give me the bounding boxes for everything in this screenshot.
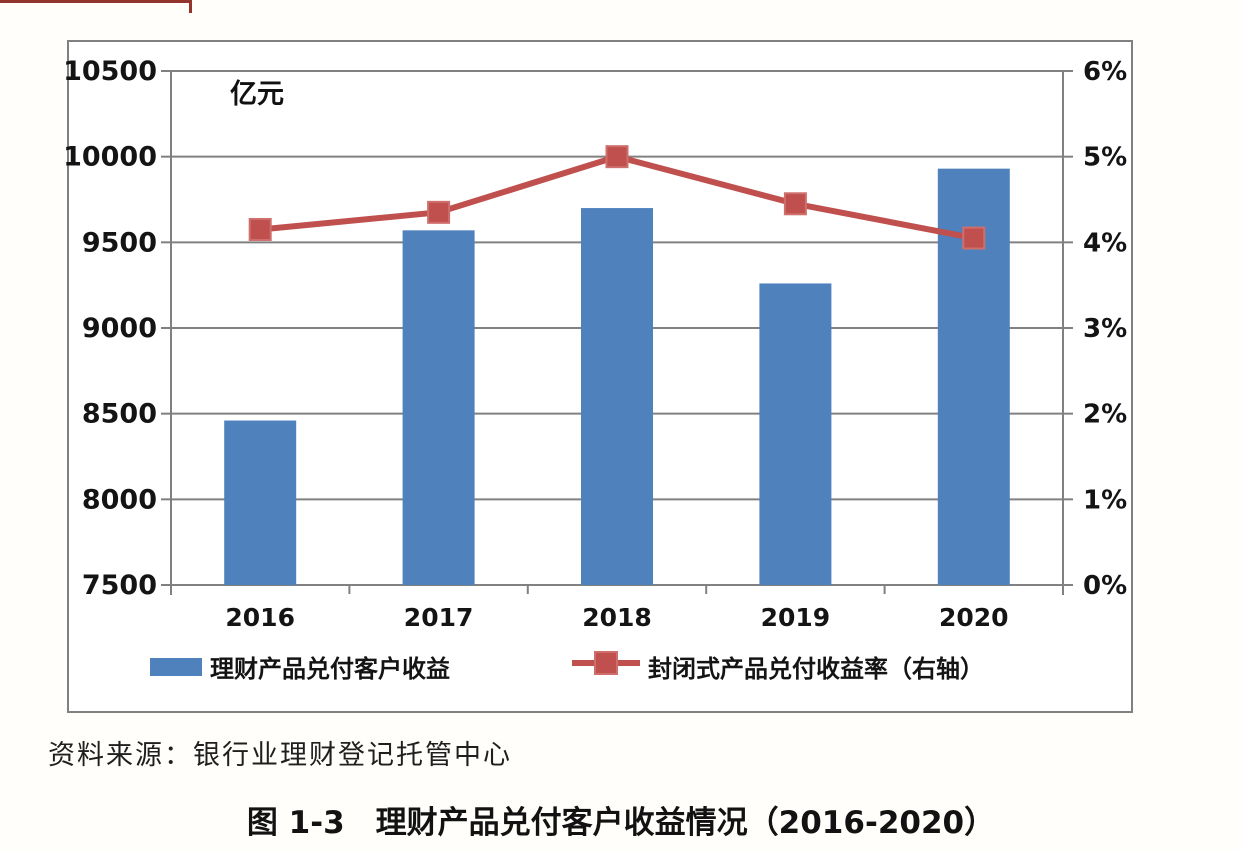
left-axis-label: 7500 <box>82 570 157 601</box>
scan-artifact-top-corner <box>189 0 192 13</box>
right-axis-label: 3% <box>1083 314 1127 344</box>
right-axis-label: 0% <box>1083 571 1127 601</box>
legend-bar-swatch <box>150 658 202 676</box>
combo-chart: 10500 6% 10000 5% 9500 4% 9000 3% 8500 2% 8000 1% 75… <box>63 40 1133 713</box>
right-axis-label: 2% <box>1083 400 1127 430</box>
line-marker-2018 <box>605 145 629 169</box>
source-note: 资料来源：银行业理财登记托管中心 <box>48 740 512 771</box>
left-axis-label: 8500 <box>82 399 157 430</box>
left-axis-label: 9000 <box>82 313 157 344</box>
line-marker-2020 <box>962 226 986 250</box>
bar-2018 <box>581 208 653 586</box>
bar-2019 <box>759 283 832 585</box>
right-axis-label: 1% <box>1083 485 1127 515</box>
x-axis-label: 2018 <box>582 603 652 632</box>
bar-2016 <box>224 420 297 585</box>
left-axis-label: 10000 <box>63 142 157 173</box>
bar-2017 <box>402 230 475 585</box>
left-axis-label: 8000 <box>82 484 157 515</box>
x-axis-label: 2017 <box>404 603 474 632</box>
x-axis-label: 2019 <box>761 603 831 632</box>
line-marker-2017 <box>427 200 451 224</box>
legend-bar-label: 理财产品兑付客户收益 <box>210 655 450 683</box>
line-marker-2019 <box>783 192 807 216</box>
legend-line-marker <box>594 651 618 675</box>
scan-artifact-top-line <box>0 0 191 3</box>
left-axis-label: 9500 <box>82 227 157 258</box>
x-axis-label: 2020 <box>939 603 1009 632</box>
left-axis-unit-label: 亿元 <box>230 79 284 110</box>
right-axis-label: 4% <box>1083 228 1127 258</box>
left-axis-label: 10500 <box>63 56 157 87</box>
right-axis-label: 6% <box>1083 57 1127 87</box>
figure-caption: 图 1-3 理财产品兑付客户收益情况（2016-2020） <box>246 805 996 841</box>
line-marker-2016 <box>248 217 272 241</box>
x-axis-label: 2016 <box>225 603 295 632</box>
legend-line-label: 封闭式产品兑付收益率（右轴） <box>648 655 984 683</box>
right-axis-label: 5% <box>1083 143 1127 173</box>
